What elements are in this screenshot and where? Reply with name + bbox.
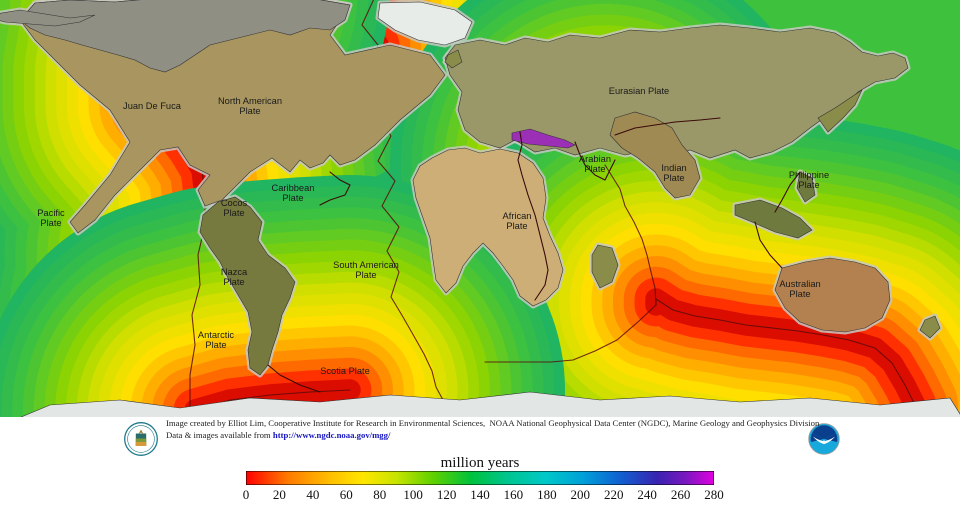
svg-text:South American: South American	[333, 260, 399, 270]
svg-text:African: African	[503, 211, 532, 221]
svg-text:Plate: Plate	[663, 173, 684, 183]
svg-text:Plate: Plate	[584, 164, 605, 174]
svg-text:Arabian: Arabian	[579, 154, 611, 164]
svg-text:Antarctic: Antarctic	[198, 330, 235, 340]
svg-text:Plate: Plate	[355, 270, 376, 280]
svg-text:Plate: Plate	[223, 277, 244, 287]
svg-text:Plate: Plate	[205, 340, 226, 350]
svg-text:Australian: Australian	[779, 279, 820, 289]
svg-text:Plate: Plate	[789, 289, 810, 299]
svg-text:Plate: Plate	[239, 106, 260, 116]
svg-text:Philippine: Philippine	[789, 170, 829, 180]
svg-text:Plate: Plate	[506, 221, 527, 231]
svg-text:Indian: Indian	[661, 163, 686, 173]
svg-text:Caribbean: Caribbean	[272, 183, 315, 193]
svg-text:Plate: Plate	[798, 180, 819, 190]
svg-text:Plate: Plate	[40, 218, 61, 228]
svg-text:Plate: Plate	[223, 208, 244, 218]
svg-text:Nazca: Nazca	[221, 267, 248, 277]
svg-text:Plate: Plate	[282, 193, 303, 203]
svg-text:Pacific: Pacific	[37, 208, 65, 218]
svg-text:Juan De Fuca: Juan De Fuca	[123, 101, 182, 111]
svg-text:Cocos: Cocos	[221, 198, 248, 208]
svg-text:Scotia Plate: Scotia Plate	[320, 366, 370, 376]
svg-text:North American: North American	[218, 96, 282, 106]
svg-text:Eurasian Plate: Eurasian Plate	[609, 86, 669, 96]
